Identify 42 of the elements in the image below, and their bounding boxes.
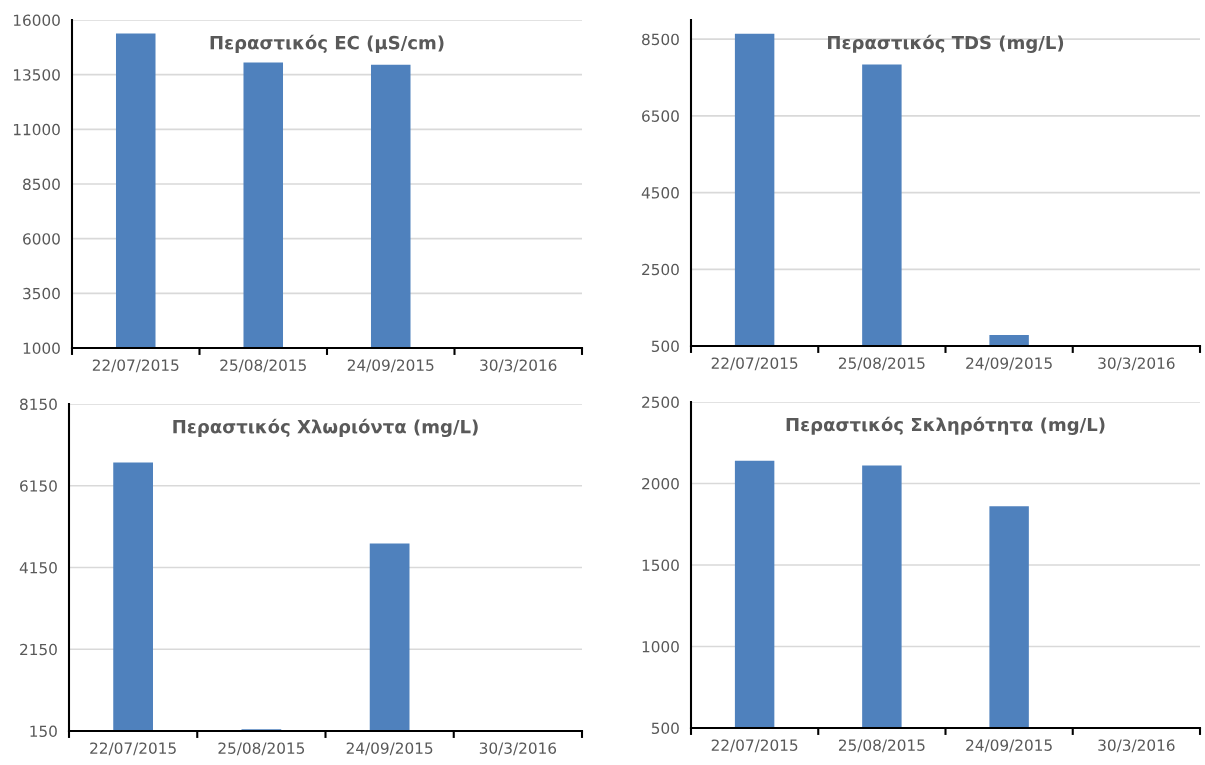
x-tick-label: 25/08/2015 — [838, 739, 925, 753]
y-tick-label: 1000 — [642, 640, 679, 653]
y-tick-label: 150 — [30, 725, 57, 738]
y-tick-label: 8500 — [642, 33, 679, 46]
x-tick-label: 22/07/2015 — [711, 357, 798, 371]
y-tick-label: 4150 — [19, 561, 57, 574]
x-tick-label: 25/08/2015 — [220, 359, 306, 373]
y-tick-label: 11000 — [13, 123, 60, 136]
y-tick-label: 1500 — [642, 559, 679, 572]
x-tick-label: 30/3/2016 — [480, 359, 557, 373]
y-tick-label: 6000 — [23, 233, 60, 245]
y-tick-label: 1000 — [23, 342, 60, 355]
x-tick-label: 30/3/2016 — [479, 742, 557, 756]
text: Περαστικός Σκληρότητα (mg/L) — [786, 416, 1105, 436]
text: Περαστικός TDS (mg/L) — [828, 34, 1064, 54]
x-tick-label: 24/09/2015 — [966, 357, 1052, 371]
y-tick-label: 6150 — [20, 480, 57, 492]
x-tick-label: 22/07/2015 — [711, 739, 798, 753]
y-tick-label: 13500 — [13, 69, 60, 81]
x-tick-label: 24/09/2015 — [346, 742, 433, 756]
y-tick-label: 2500 — [642, 263, 679, 276]
y-tick-label: 2000 — [642, 477, 679, 490]
x-tick-label: 25/08/2015 — [218, 742, 305, 756]
x-tick-label: 30/3/2016 — [1098, 357, 1175, 371]
x-tick-label: 24/09/2015 — [347, 359, 434, 373]
y-tick-label: 500 — [651, 722, 679, 735]
y-tick-label: 2500 — [642, 396, 679, 409]
text: Περαστικός EC (μS/cm) — [210, 34, 444, 53]
y-tick-label: 500 — [651, 340, 679, 353]
y-tick-label: 8500 — [23, 178, 60, 191]
text: Περαστικός Χλωριόντα (mg/L) — [173, 418, 478, 438]
x-tick-label: 22/07/2015 — [90, 742, 176, 756]
x-tick-label: 22/07/2015 — [92, 359, 179, 373]
y-tick-label: 8150 — [20, 398, 57, 411]
y-tick-label: 2150 — [20, 643, 57, 656]
x-tick-label: 30/3/2016 — [1098, 739, 1175, 753]
x-tick-label: 24/09/2015 — [966, 739, 1052, 753]
y-tick-label: 6500 — [642, 110, 679, 122]
x-tick-label: 25/08/2015 — [838, 357, 925, 371]
y-tick-label: 4500 — [641, 187, 679, 199]
y-tick-label: 3500 — [23, 287, 60, 300]
y-tick-label: 16000 — [13, 14, 60, 27]
